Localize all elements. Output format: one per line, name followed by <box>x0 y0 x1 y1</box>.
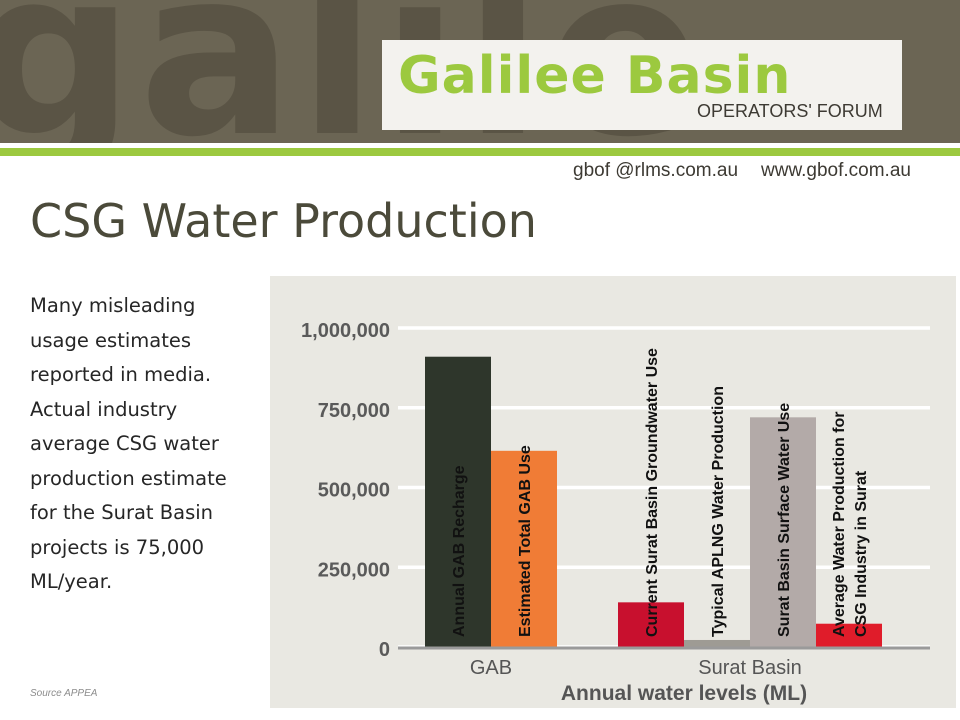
logo-title: Galilee Basin <box>398 46 792 106</box>
bar-label: Current Surat Basin Groundwater Use <box>644 348 661 637</box>
y-tick-label: 1,000,000 <box>301 320 390 342</box>
bar-label: Surat Basin Surface Water Use <box>776 403 793 637</box>
y-tick-label: 250,000 <box>318 559 390 581</box>
y-tick-label: 750,000 <box>318 400 390 422</box>
bar-label: Annual GAB Recharge <box>451 465 468 637</box>
x-category-label: GAB <box>470 657 512 679</box>
header-banner: galile Galilee Basin OPERATORS' FORUM <box>0 0 960 143</box>
bar <box>618 602 684 647</box>
slide-body-text: Many misleading usage estimates reported… <box>30 294 227 593</box>
slide-title: CSG Water Production <box>30 194 537 248</box>
accent-divider <box>0 148 960 156</box>
source-note: Source APPEA <box>30 688 98 699</box>
x-category-label: Surat Basin <box>698 657 801 679</box>
y-tick-label: 500,000 <box>318 480 390 502</box>
bar <box>684 639 750 647</box>
bar-label: Typical APLNG Water Production <box>710 386 727 637</box>
logo-panel <box>382 40 902 130</box>
bar-label: Average Water Production for <box>831 411 848 637</box>
bar <box>491 450 557 647</box>
logo-subtitle: OPERATORS' FORUM <box>697 101 883 121</box>
y-tick-label: 0 <box>379 639 390 661</box>
bar-label: CSG Industry in Surat <box>853 470 870 637</box>
bar <box>816 623 882 647</box>
bar-label: Estimated Total GAB Use <box>517 445 534 637</box>
bar <box>425 356 491 647</box>
contact-email[interactable]: gbof @rlms.com.au <box>573 160 739 181</box>
x-axis-title: Annual water levels (ML) <box>561 682 807 705</box>
contact-website[interactable]: www.gbof.com.au <box>761 160 911 181</box>
water-levels-chart: 0 250,000 500,000 750,000 1,000,000 Annual GA… <box>270 276 956 708</box>
bar <box>750 417 816 647</box>
